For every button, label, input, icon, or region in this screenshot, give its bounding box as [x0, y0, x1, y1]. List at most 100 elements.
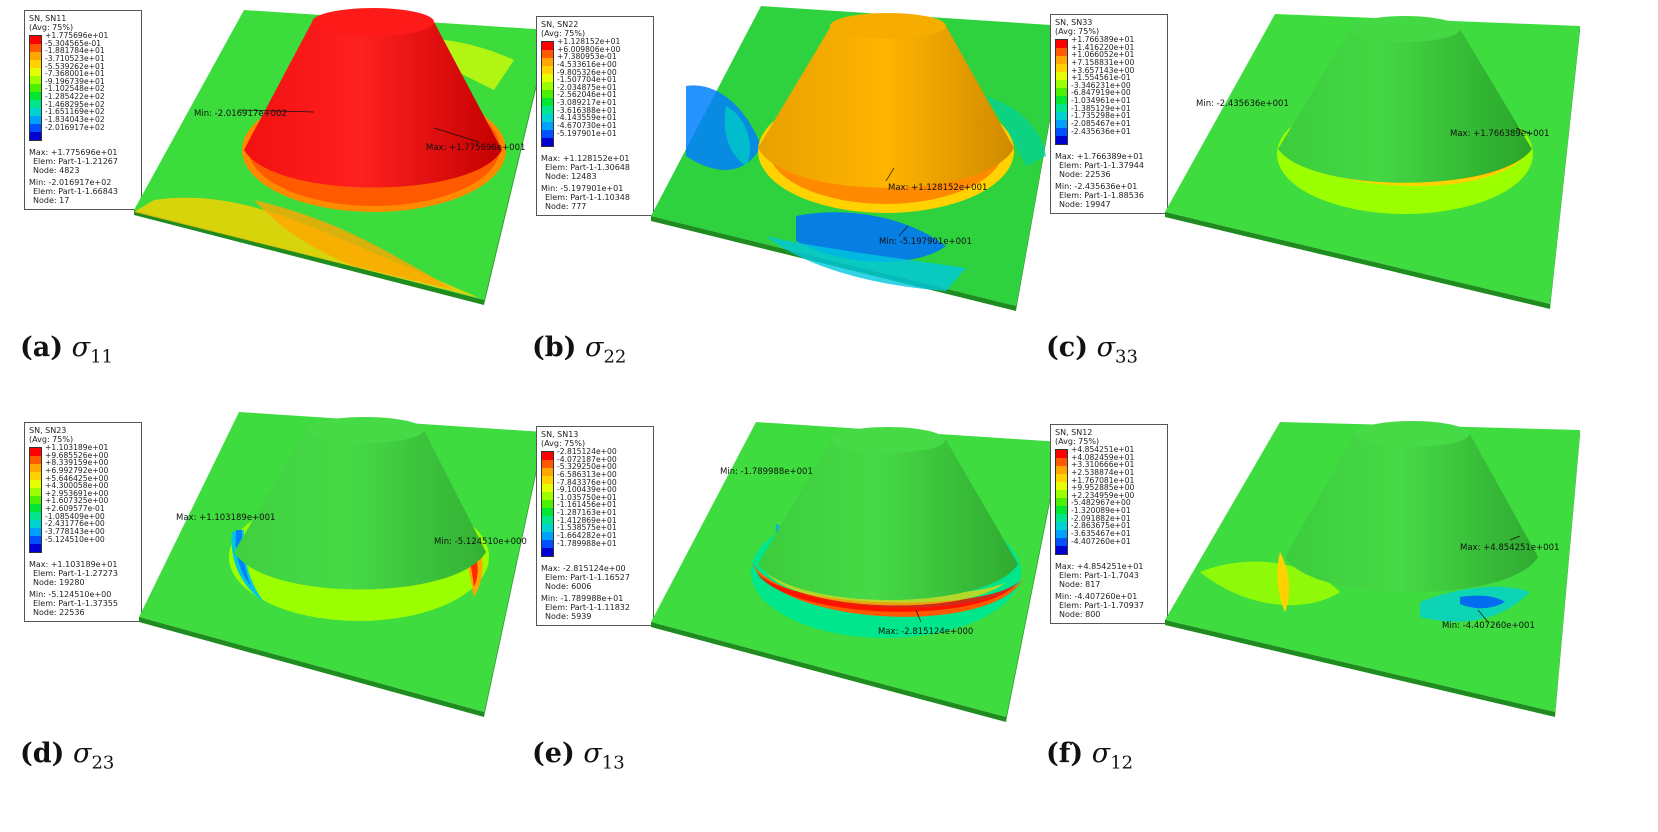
tick-label: -7.368001e+01	[45, 69, 105, 79]
caption: (b) σ22	[532, 332, 626, 367]
min-node: Node: 5939	[545, 612, 592, 621]
max-node: Node: 22536	[1059, 170, 1111, 179]
tick-label: +9.952885e+00	[1071, 483, 1135, 493]
color-swatch	[542, 492, 553, 500]
panel-a: SN, SN11 (Avg: 75%) +1.775696e+01 -5.304…	[14, 0, 554, 400]
max-annotation: Max: +1.775696e+001	[426, 143, 525, 153]
sigma-symbol: σ	[1091, 738, 1111, 769]
color-swatch	[1056, 514, 1067, 522]
max-value: Max: +4.854251e+01	[1055, 562, 1144, 571]
color-swatch	[30, 100, 41, 108]
tick-labels: -2.815124e+00 -4.072187e+00 -5.329250e+0…	[557, 448, 617, 557]
color-swatch	[542, 138, 553, 146]
color-swatch	[542, 548, 553, 556]
max-annotation: Max: -2.815124e+000	[878, 627, 973, 637]
caption-subscript: 33	[1115, 346, 1138, 368]
tick-label: +8.339159e+00	[45, 458, 109, 468]
min-elem: Elem: Part-1-1.10348	[545, 193, 630, 202]
tick-label: -1.412869e+01	[557, 515, 617, 525]
color-swatch	[1056, 490, 1067, 498]
color-swatch	[542, 82, 553, 90]
color-swatch	[1056, 120, 1067, 128]
color-swatch	[30, 456, 41, 464]
color-swatch	[30, 124, 41, 132]
max-node: Node: 12483	[545, 172, 597, 181]
min-annotation: Min: -1.789988e+001	[720, 467, 813, 477]
legend-title: SN, SN22	[541, 20, 579, 29]
color-swatch	[30, 68, 41, 76]
tick-label: -1.320089e+01	[1071, 506, 1131, 516]
color-swatch	[542, 476, 553, 484]
sigma-symbol: σ	[73, 738, 92, 769]
color-swatch	[30, 44, 41, 52]
legend-box: SN, SN22 (Avg: 75%) +1.128152e+01 +6.009…	[536, 16, 654, 216]
max-value: Max: -2.815124e+00	[541, 564, 626, 573]
tick-label: -5.124510e+00	[45, 534, 105, 544]
tick-label: -2.085467e+01	[1071, 119, 1131, 129]
color-swatch	[1056, 96, 1067, 104]
tick-label: -2.034875e+01	[557, 82, 617, 92]
contour-plot: Max: +1.128152e+001 Min: -5.197901e+001	[651, 6, 1066, 311]
max-node: Node: 6006	[545, 582, 592, 591]
color-swatch	[542, 122, 553, 130]
tick-label: +1.416220e+01	[1071, 42, 1135, 52]
min-elem: Elem: Part-1-1.37355	[33, 599, 118, 608]
min-value: Min: -2.016917e+02	[29, 178, 112, 187]
caption: (f) σ12	[1046, 738, 1133, 773]
sigma-symbol: σ	[585, 332, 604, 363]
tick-label: -2.091882e+01	[1071, 513, 1131, 523]
min-node: Node: 22536	[33, 608, 85, 617]
caption-subscript: 11	[90, 346, 113, 368]
tick-label: -3.616388e+01	[557, 105, 617, 115]
tick-label: -3.635467e+01	[1071, 529, 1131, 539]
tick-label: -3.778143e+00	[45, 527, 105, 537]
tick-labels: +4.854251e+01 +4.082459e+01 +3.310666e+0…	[1071, 446, 1134, 555]
max-annotation: Max: +1.766389e+001	[1450, 129, 1549, 139]
color-swatch	[1056, 64, 1067, 72]
tick-label: -5.197901e+01	[557, 128, 617, 138]
contour-plot: Max: +4.854251e+001 Min: -4.407260e+001	[1165, 421, 1580, 717]
color-swatch	[542, 106, 553, 114]
tick-label: +6.992792e+00	[45, 465, 109, 475]
tick-label: +1.775696e+01	[45, 31, 109, 40]
tick-label: +4.082459e+01	[1071, 452, 1135, 462]
caption-letter: (a)	[20, 332, 64, 363]
color-swatch	[542, 500, 553, 508]
contour-plot: Max: +1.103189e+001 Min: -5.124510e+000	[139, 412, 544, 717]
color-swatch	[30, 84, 41, 92]
color-swatch	[1056, 72, 1067, 80]
max-value: Max: +1.775696e+01	[29, 148, 118, 157]
panel-f: SN, SN12 (Avg: 75%) +4.854251e+01 +4.082…	[1040, 412, 1580, 812]
color-swatch	[542, 42, 553, 50]
tick-label: -1.834043e+02	[45, 115, 105, 125]
tick-label: -1.881784e+01	[45, 46, 105, 56]
color-swatch	[1056, 80, 1067, 88]
color-swatch	[30, 52, 41, 60]
caption-letter: (f)	[1046, 738, 1084, 769]
color-swatch	[1056, 128, 1067, 136]
tick-label: -2.863675e+01	[1071, 521, 1131, 531]
tick-label: +1.103189e+01	[45, 443, 109, 452]
color-swatch	[542, 114, 553, 122]
min-annotation: Min: -5.124510e+000	[434, 537, 527, 547]
sigma-symbol: σ	[71, 332, 91, 363]
tick-label: +2.538874e+01	[1071, 467, 1135, 477]
max-elem: Elem: Part-1-1.27273	[33, 569, 118, 578]
max-value: Max: +1.128152e+01	[541, 154, 630, 163]
color-swatch	[30, 76, 41, 84]
legend-title: SN, SN12	[1055, 428, 1093, 437]
color-swatch	[30, 92, 41, 100]
color-swatch	[30, 504, 41, 512]
max-node: Node: 4823	[33, 166, 80, 175]
tick-labels: +1.775696e+01 -5.304565e-01 -1.881784e+0…	[45, 32, 108, 141]
tick-label: -1.664282e+01	[557, 531, 617, 541]
min-elem: Elem: Part-1-1.66843	[33, 187, 118, 196]
tick-label: +7.158831e+00	[1071, 57, 1135, 67]
color-scale	[541, 451, 554, 557]
max-node: Node: 19280	[33, 578, 85, 587]
color-swatch	[1056, 56, 1067, 64]
sigma-symbol: σ	[1096, 332, 1116, 363]
tick-label: +6.009806e+00	[557, 44, 621, 54]
min-value: Min: -4.407260e+01	[1055, 592, 1138, 601]
tick-label: -1.085409e+00	[45, 511, 105, 521]
